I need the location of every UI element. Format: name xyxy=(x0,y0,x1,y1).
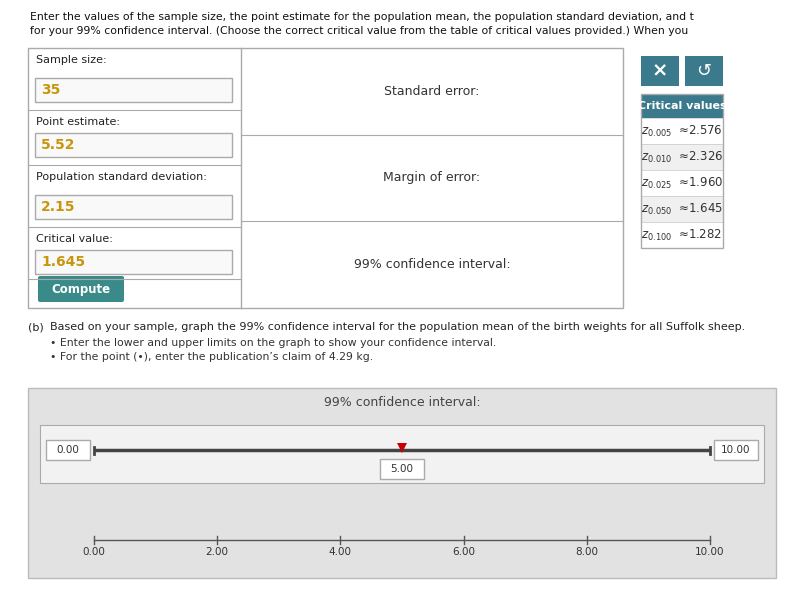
Text: 8.00: 8.00 xyxy=(574,547,597,557)
Text: 5.52: 5.52 xyxy=(41,138,75,152)
Text: Critical values: Critical values xyxy=(637,101,725,111)
Text: 0.00: 0.00 xyxy=(56,445,79,455)
FancyBboxPatch shape xyxy=(28,48,622,308)
Text: for your 99% confidence interval. (Choose the correct critical value from the ta: for your 99% confidence interval. (Choos… xyxy=(30,26,687,36)
Text: Critical value:: Critical value: xyxy=(36,234,113,244)
Text: Compute: Compute xyxy=(51,283,111,296)
FancyBboxPatch shape xyxy=(40,425,763,483)
FancyBboxPatch shape xyxy=(38,276,124,302)
FancyBboxPatch shape xyxy=(35,78,232,102)
Text: Standard error:: Standard error: xyxy=(384,85,479,98)
Text: 4.00: 4.00 xyxy=(329,547,351,557)
FancyBboxPatch shape xyxy=(640,196,722,222)
FancyBboxPatch shape xyxy=(640,222,722,248)
Text: 10.00: 10.00 xyxy=(695,547,724,557)
Text: 5.00: 5.00 xyxy=(390,464,413,474)
Text: ↺: ↺ xyxy=(695,62,711,80)
Text: 10.00: 10.00 xyxy=(720,445,750,455)
Text: (b): (b) xyxy=(28,322,43,332)
Text: 6.00: 6.00 xyxy=(452,547,475,557)
Text: $z_{0.050}$  ≈1.645: $z_{0.050}$ ≈1.645 xyxy=(640,201,722,217)
Text: Population standard deviation:: Population standard deviation: xyxy=(36,172,207,182)
Text: $z_{0.025}$  ≈1.960: $z_{0.025}$ ≈1.960 xyxy=(640,175,722,191)
Text: Enter the values of the sample size, the point estimate for the population mean,: Enter the values of the sample size, the… xyxy=(30,12,693,22)
FancyBboxPatch shape xyxy=(713,440,757,460)
Text: 1.645: 1.645 xyxy=(41,255,85,269)
Text: 2.00: 2.00 xyxy=(205,547,229,557)
FancyBboxPatch shape xyxy=(684,56,722,86)
FancyBboxPatch shape xyxy=(35,195,232,219)
Text: • Enter the lower and upper limits on the graph to show your confidence interval: • Enter the lower and upper limits on th… xyxy=(50,338,496,348)
FancyBboxPatch shape xyxy=(640,56,678,86)
Text: Based on your sample, graph the 99% confidence interval for the population mean : Based on your sample, graph the 99% conf… xyxy=(50,322,744,332)
FancyBboxPatch shape xyxy=(379,459,423,479)
Text: $z_{0.010}$  ≈2.326: $z_{0.010}$ ≈2.326 xyxy=(640,149,723,165)
Text: Margin of error:: Margin of error: xyxy=(383,172,480,185)
Text: • For the point (•), enter the publication’s claim of 4.29 kg.: • For the point (•), enter the publicati… xyxy=(50,352,373,362)
Text: ×: × xyxy=(651,61,667,80)
FancyBboxPatch shape xyxy=(640,118,722,144)
FancyBboxPatch shape xyxy=(35,133,232,157)
Text: 2.15: 2.15 xyxy=(41,200,75,214)
Text: 0.00: 0.00 xyxy=(83,547,105,557)
Text: 99% confidence interval:: 99% confidence interval: xyxy=(353,258,510,271)
Text: 35: 35 xyxy=(41,83,60,97)
FancyBboxPatch shape xyxy=(35,250,232,274)
FancyBboxPatch shape xyxy=(640,144,722,170)
Text: $z_{0.005}$  ≈2.576: $z_{0.005}$ ≈2.576 xyxy=(641,123,722,139)
Text: 99% confidence interval:: 99% confidence interval: xyxy=(323,395,480,408)
Text: Sample size:: Sample size: xyxy=(36,55,107,65)
Text: $z_{0.100}$  ≈1.282: $z_{0.100}$ ≈1.282 xyxy=(641,228,722,242)
FancyBboxPatch shape xyxy=(28,388,775,578)
FancyBboxPatch shape xyxy=(640,170,722,196)
Text: Point estimate:: Point estimate: xyxy=(36,117,119,127)
FancyBboxPatch shape xyxy=(640,94,722,118)
FancyBboxPatch shape xyxy=(46,440,90,460)
